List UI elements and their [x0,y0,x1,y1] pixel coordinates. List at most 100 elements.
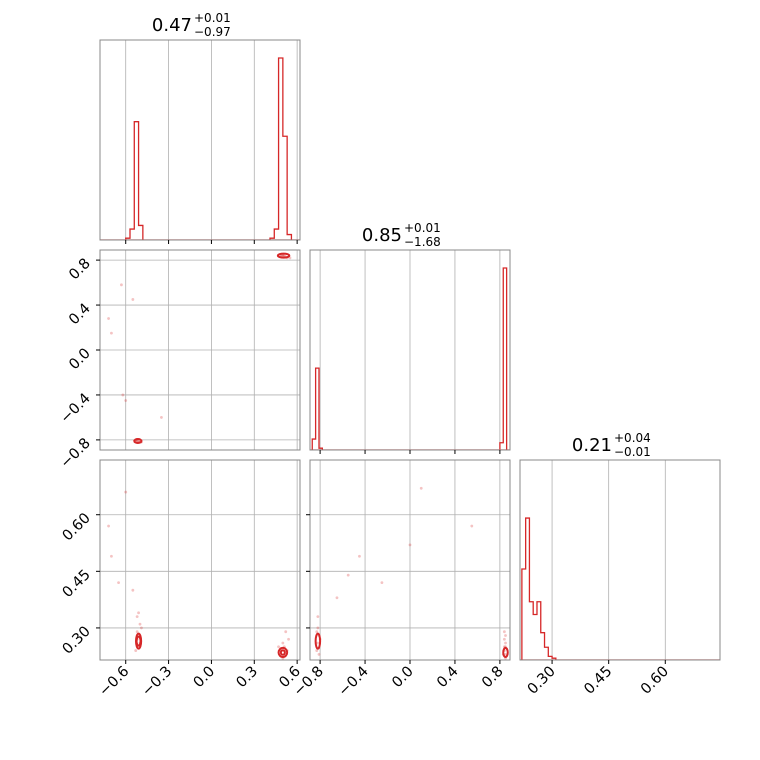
x-tick-label: −0.4 [336,664,372,700]
scatter-point [502,630,506,634]
y-tick-label: 0.4 [66,301,94,329]
x-tick-label: 0.3 [233,664,261,692]
x-tick-label: −0.6 [96,664,132,700]
panel-1-0 [99,249,301,451]
y-tick-label: 0.60 [60,510,94,544]
scatter-point [316,615,320,619]
panel-content [100,57,300,240]
scatter-point [335,596,339,600]
density-contour [135,635,142,647]
title-plus: +0.01 [404,221,441,235]
histogram-1 [311,267,508,450]
panel-title-0: 0.47 +0.01−0.97 [152,11,231,39]
panel-content [107,252,292,445]
scatter-point [380,581,384,585]
density-contour [133,438,143,445]
scatter-point [131,588,135,592]
scatter-point [131,298,135,301]
title-plus: +0.04 [614,431,651,445]
scatter-point [277,645,280,649]
scatter-point [124,490,128,494]
scatter-point [138,622,142,626]
scatter-point [135,630,139,634]
scatter-point [117,581,120,585]
title-value: 0.85 [362,225,402,246]
scatter-point [504,652,507,656]
scatter-point [504,641,507,645]
x-tick-label: 0.0 [389,664,417,692]
scatter-point [287,637,290,641]
density-contour [502,646,509,658]
scatter-point [110,554,113,558]
scatter-point [281,641,285,645]
scatter-point [137,439,140,443]
scatter-point [281,254,285,258]
panel-content [520,517,720,660]
panel-frame [99,459,301,661]
scatter-point [137,611,140,615]
density-contour [277,646,289,658]
scatter-point [121,393,125,397]
scatter-point [140,626,143,630]
scatter-point [120,283,123,287]
scatter-point [284,630,288,634]
panel-1-1 [309,249,511,451]
scatter-point [346,573,350,577]
density-contour [314,632,322,650]
scatter-point [358,554,361,558]
scatter-point [110,331,113,335]
x-tick-label: 0.4 [434,664,462,692]
scatter-point [107,524,110,528]
x-tick-label: 0.45 [581,664,615,698]
scatter-point [135,615,139,619]
x-tick-label: 0.0 [191,664,219,692]
scatter-point [316,626,320,630]
title-minus: −0.97 [194,25,231,39]
panel-content [314,486,509,660]
x-tick-label: 0.30 [525,664,559,698]
scatter-point [315,649,319,652]
panel-content [107,490,290,660]
density-contour [276,252,291,259]
title-value: 0.21 [572,435,612,456]
title-minus: −0.01 [614,445,651,459]
scatter-point [470,524,474,528]
title-plus: +0.01 [194,11,231,25]
scatter-point [419,486,423,490]
panel-frame [519,459,721,661]
scatter-point [107,317,110,320]
histogram-2 [521,517,557,660]
scatter-point [315,630,319,634]
panel-content [310,267,510,450]
y-tick-label: 0.30 [60,623,94,657]
scatter-point [282,254,286,258]
y-tick-label: 0.45 [60,567,94,601]
x-tick-label: −0.3 [139,664,175,700]
panel-2-2 [519,459,721,661]
density-contour [279,649,286,656]
title-minus: −1.68 [404,235,441,249]
scatter-point [316,641,320,645]
x-tick-label: 0.8 [479,664,507,692]
scatter-point [160,416,163,419]
title-value: 0.47 [152,15,192,36]
y-tick-label: 0.8 [66,256,94,284]
panel-0-0 [99,39,301,241]
scatter-point [504,634,507,637]
y-tick-label: −0.8 [58,435,94,471]
panel-frame [99,39,301,241]
histogram-0 [125,57,293,240]
scatter-point [317,652,321,656]
y-tick-label: 0.0 [66,346,94,374]
scatter-point [502,637,506,641]
scatter-point [280,254,283,258]
panel-title-1: 0.85 +0.01−1.68 [362,221,441,249]
x-tick-label: 0.60 [638,664,672,698]
y-tick-label: −0.4 [58,390,94,426]
scatter-point [135,439,139,443]
scatter-point [408,543,412,547]
scatter-point [124,399,128,402]
panel-2-0 [99,459,301,661]
scatter-point [134,649,138,652]
